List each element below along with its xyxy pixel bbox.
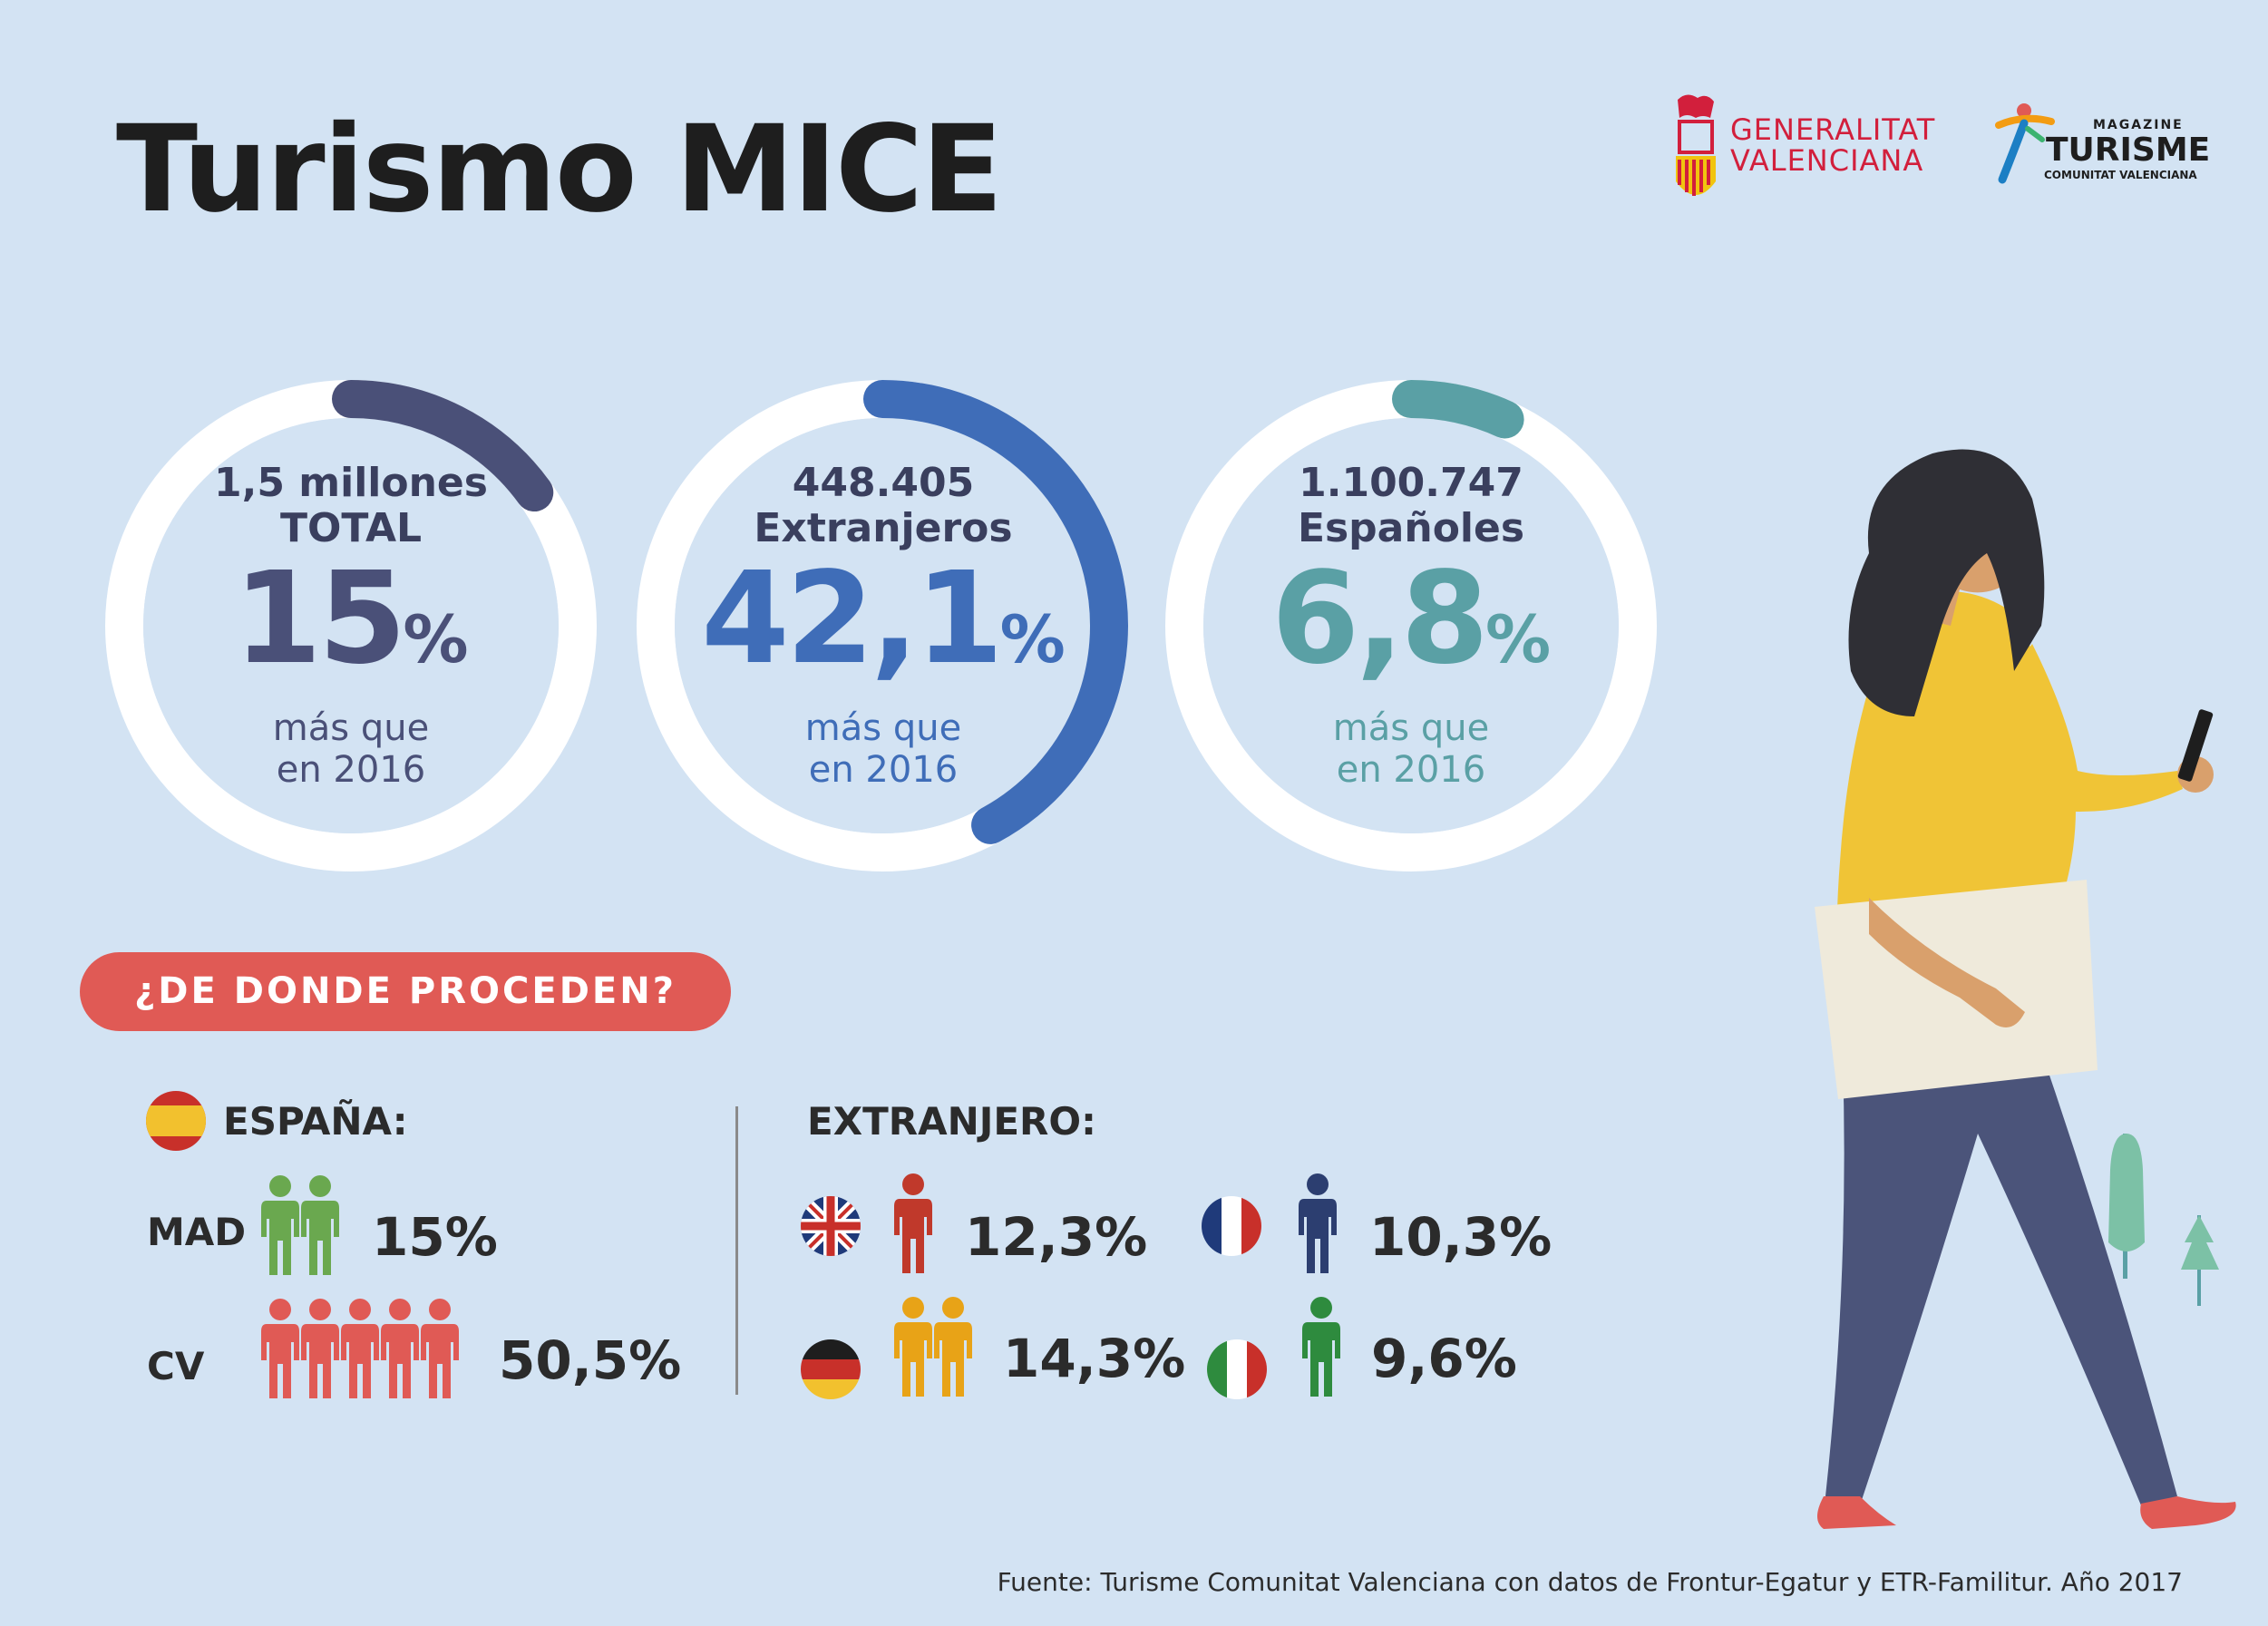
ring-spanish-inner [1203,418,1619,833]
ring-spanish-sub-2: en 2016 [1336,749,1486,791]
germany-people-icons [891,1295,978,1404]
germany-pct: 14,3% [1003,1328,1186,1389]
turisme-magazine: MAGAZINE [2093,118,2184,132]
ring-spanish-pct-sign: % [1484,601,1552,677]
tree-icon [2108,1134,2219,1306]
uk-flag-icon [801,1196,861,1256]
ring-spanish-progress-arc [1392,380,1524,439]
ring-spanish-pct-value: 6,8 [1270,545,1489,693]
ring-spanish-pct: 6,8% [1221,551,1601,707]
ring-spanish-head-2: Españoles [1297,505,1525,551]
ring-spanish-head-1: 1.100.747 [1299,460,1523,506]
ring-total-sub-1: más que [272,707,430,749]
ring-total-pct: 15% [161,551,541,707]
person-icon [934,1297,972,1397]
turisme-figure-icon [1995,103,2055,184]
ring-total-progress-arc [332,380,554,512]
ring-foreign-head-2: Extranjeros [754,505,1013,551]
ring-spanish-text: 1.100.747 Españoles 6,8% más que en 2016 [1221,460,1601,792]
spain-label: ESPAÑA: [223,1099,408,1144]
ring-total-pct-sign: % [403,601,469,677]
turisme-main: TURISME [2046,131,2211,169]
woman-walking-illustration [1815,449,2236,1529]
italy-pct: 9,6% [1371,1328,1517,1389]
turisme-sub: COMUNITAT VALENCIANA [2044,169,2197,181]
generalitat-crest-icon [1676,94,1716,196]
person-icon [301,1299,339,1398]
cv-people-group [261,1299,459,1398]
person-icon [894,1297,932,1397]
generalitat-line-2: VALENCIANA [1730,143,1924,178]
uk-people-icons [891,1172,938,1280]
mad-people-icons [258,1173,345,1282]
person-icon [421,1299,459,1398]
person-icon [261,1299,299,1398]
generalitat-line-1: GENERALITAT [1730,112,1936,147]
mad-pct: 15% [372,1206,498,1268]
spain-row-label-cv: CV [147,1344,205,1388]
foreign-label: EXTRANJERO: [807,1099,1096,1144]
section-divider [735,1106,738,1395]
france-pct: 10,3% [1369,1206,1553,1268]
italy-people-icons [1299,1295,1346,1404]
person-icon [1299,1173,1337,1273]
source-note: Fuente: Turisme Comunitat Valenciana con… [997,1567,2183,1597]
person-icon [261,1175,299,1275]
france-people-group [1299,1173,1337,1273]
ring-foreign-pct-value: 42,1 [701,545,1003,693]
mad-people-group [261,1175,339,1275]
uk-pct: 12,3% [965,1206,1148,1268]
ring-foreign-sub-1: más que [804,707,962,749]
page-title: Turismo MICE [116,100,1003,239]
germany-people-group [894,1297,972,1397]
ring-total-head-2: TOTAL [279,505,423,551]
ring-charts [105,380,1657,871]
italy-people-group [1302,1297,1340,1397]
spain-flag-icon [146,1091,206,1151]
ring-foreign-sub-2: en 2016 [808,749,959,791]
ring-foreign-text: 448.405 Extranjeros 42,1% más que en 201… [693,460,1074,792]
italy-flag-icon [1207,1339,1267,1399]
ring-total-head-1: 1,5 millones [214,460,488,506]
ring-foreign-progress-arc [863,380,1128,844]
ring-total-pct-value: 15 [233,545,407,693]
person-icon [894,1173,932,1273]
ring-foreign-pct-sign: % [999,601,1066,677]
cv-pct: 50,5% [499,1329,682,1391]
generalitat-logo: GENERALITAT VALENCIANA [1670,91,1942,205]
france-people-icons [1295,1172,1342,1280]
person-icon [381,1299,419,1398]
uk-people-group [894,1173,932,1273]
person-icon [1302,1297,1340,1397]
ring-foreign-head-1: 448.405 [792,460,975,506]
ring-foreign-inner [675,418,1090,833]
cv-people-icons [258,1297,464,1406]
ring-total-text: 1,5 millones TOTAL 15% más que en 2016 [161,460,541,792]
ring-spanish-sub-1: más que [1332,707,1490,749]
ring-foreign-pct: 42,1% [693,551,1074,707]
origin-section-pill: ¿DE DONDE PROCEDEN? [80,952,731,1031]
ring-total-inner [143,418,559,833]
person-icon [301,1175,339,1275]
france-flag-icon [1202,1196,1261,1256]
spain-row-label-mad: MAD [147,1210,247,1254]
germany-flag-icon [801,1339,861,1399]
turisme-logo: MAGAZINE TURISME COMUNITAT VALENCIANA [1991,98,2211,189]
ring-total-sub-2: en 2016 [276,749,426,791]
person-icon [341,1299,379,1398]
